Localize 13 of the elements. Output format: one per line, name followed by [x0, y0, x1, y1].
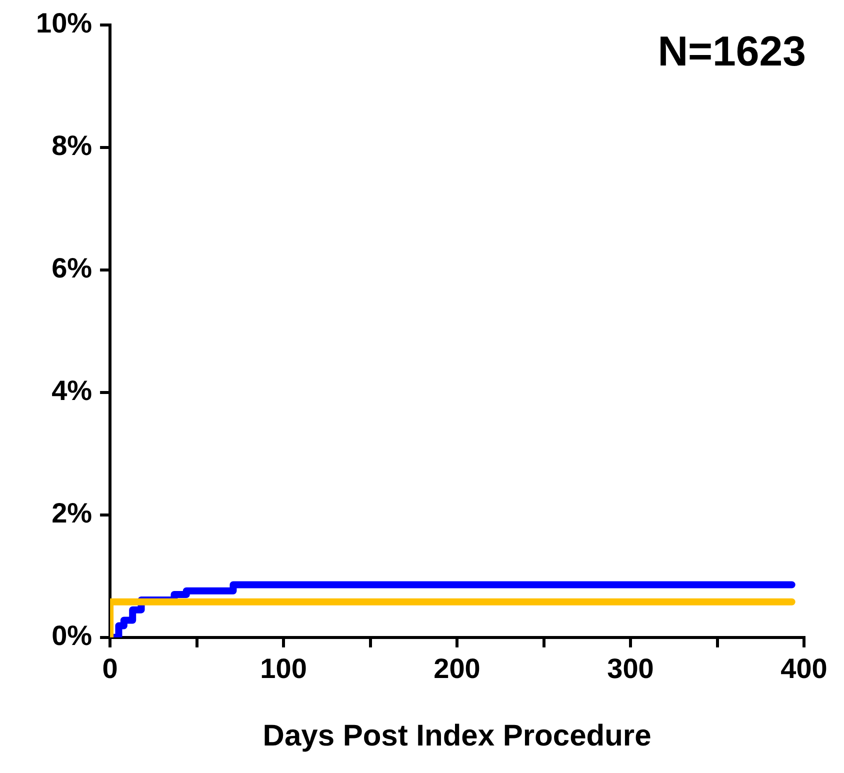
annotation: N=1623	[658, 27, 806, 74]
x-tick-label: 300	[607, 652, 654, 684]
y-tick-label: 0%	[52, 620, 92, 652]
y-tick-label: 10%	[36, 8, 92, 39]
y-tick-label: 4%	[52, 375, 92, 406]
x-tick-label: 100	[260, 652, 307, 684]
x-tick-label: 0	[102, 652, 118, 684]
x-tick-label: 200	[434, 652, 480, 684]
x-tick-label: 400	[780, 652, 828, 684]
y-tick-label: 6%	[52, 252, 92, 284]
y-tick-label: 2%	[52, 498, 92, 529]
x-axis-title: Days Post Index Procedure	[262, 719, 652, 752]
y-tick-label: 8%	[52, 130, 92, 162]
